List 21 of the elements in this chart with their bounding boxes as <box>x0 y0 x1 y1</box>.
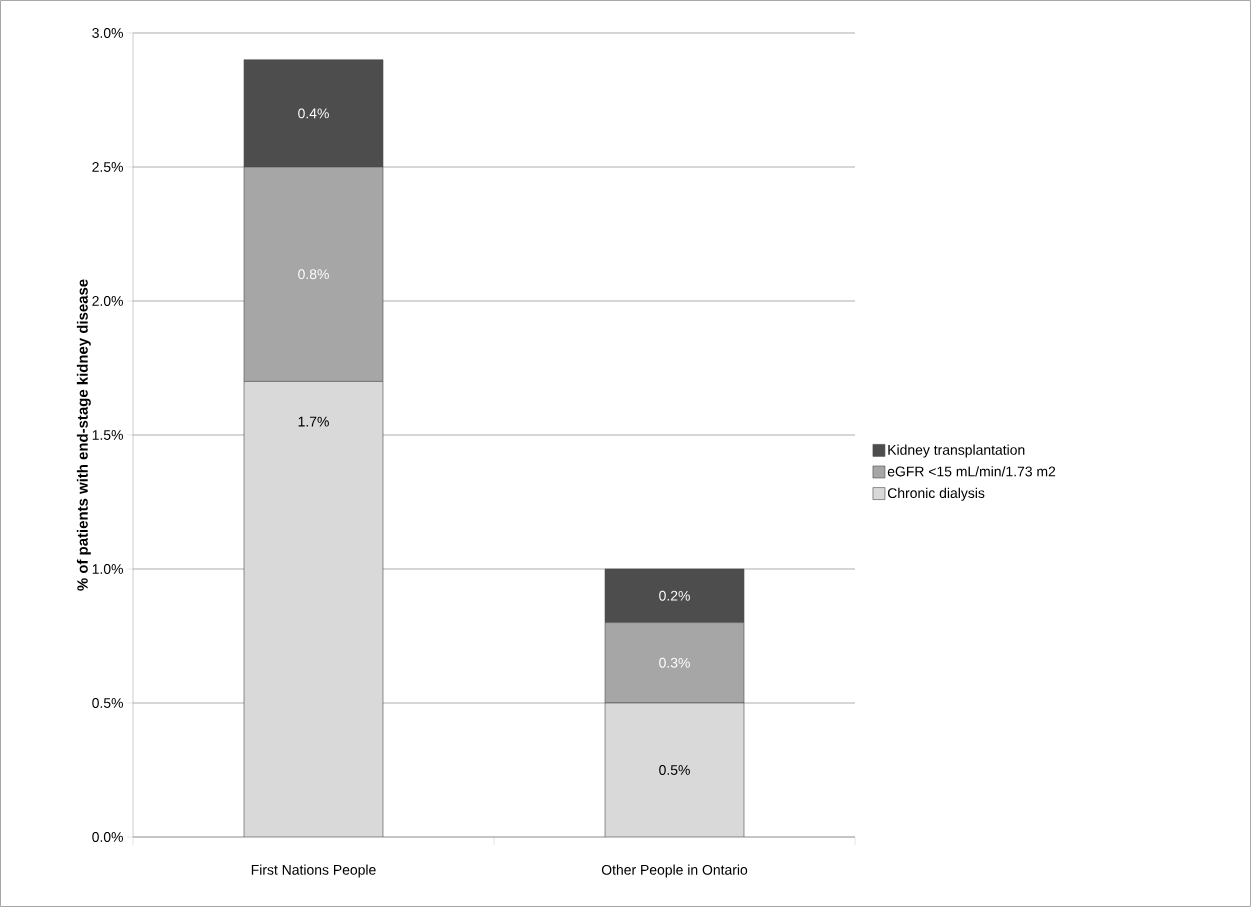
bar <box>604 702 745 837</box>
y-tick-label: 1.0% <box>92 564 123 574</box>
bar <box>243 381 384 837</box>
y-axis-title: % of patients with end-stage kidney disease <box>76 279 91 591</box>
y-tick-label: 0.5% <box>92 698 123 708</box>
legend-label: Chronic dialysis <box>887 487 985 501</box>
y-tick-label: 2.5% <box>92 162 123 172</box>
x-tick-label: Other People in Ontario <box>601 864 748 878</box>
y-tick-label: 2.0% <box>92 296 123 306</box>
data-label: 0.8% <box>298 269 329 280</box>
y-tick-label: 1.5% <box>92 430 123 440</box>
y-tick-label: 0.0% <box>92 832 123 842</box>
legend-label: Kidney transplantation <box>888 444 1025 458</box>
data-label: 0.2% <box>659 590 690 601</box>
data-label: 0.4% <box>298 108 329 119</box>
x-tick-label: First Nations People <box>251 864 376 878</box>
data-label: 0.3% <box>659 657 690 668</box>
y-tick-label: 3.0% <box>92 28 123 38</box>
data-label: 1.7% <box>298 416 329 427</box>
data-label: 0.5% <box>659 765 690 775</box>
legend-label: eGFR <15 mL/min/1.73 m2 <box>887 466 1056 477</box>
